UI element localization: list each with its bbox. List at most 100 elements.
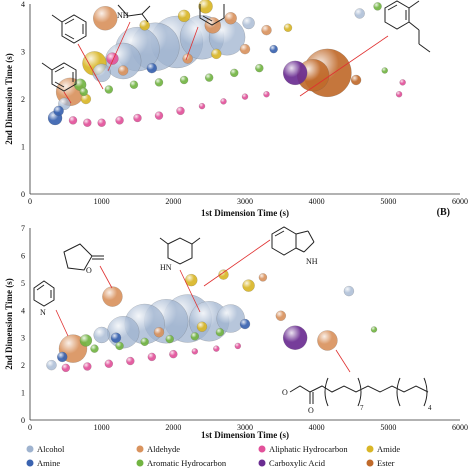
molecule-label-hn-uracil: HN — [160, 263, 172, 272]
panel-a-point — [395, 91, 403, 98]
panel-a-x-tick-label: 6000 — [452, 197, 468, 206]
panel-b-point — [102, 286, 123, 307]
panel-a-y-tick-label: 1 — [21, 143, 25, 152]
panel-a-x-tick-label: 1000 — [94, 197, 110, 206]
panel-b-point — [93, 326, 110, 344]
molecule-alkylbenzene-a — [384, 0, 431, 53]
panel-b-point — [106, 315, 140, 349]
panel-a-point — [230, 68, 239, 78]
molecule-lactam-a — [117, 4, 151, 23]
panel-b-x-tick-label: 3000 — [237, 423, 253, 432]
panel-a-point — [239, 43, 251, 55]
panel-a-point — [115, 116, 124, 125]
panel-b-point — [46, 359, 57, 371]
panel-b-point — [169, 349, 178, 359]
panel-a-point — [211, 48, 222, 60]
panel-a-point — [399, 79, 406, 86]
legend-label: Alcohol — [37, 444, 65, 454]
legend-item: Aliphatic Hydrocarbon — [258, 444, 348, 454]
panel-b-y-tick-label: 5 — [21, 279, 25, 288]
panel-a-x-tick-label: 0 — [28, 197, 32, 206]
panel-b-y-axis-label: 2nd Dimension Time (s) — [4, 278, 14, 369]
molecule-label-o-ester: O — [282, 388, 288, 397]
panel-a-point — [106, 52, 119, 65]
molecule-fatty-ester — [289, 377, 429, 407]
panel-a-point — [53, 105, 64, 117]
panel-a-point — [146, 62, 158, 74]
legend-item: Carboxylic Acid — [258, 458, 326, 468]
panel-a-point — [261, 24, 272, 36]
panel-b-point — [153, 326, 165, 338]
legend-label: Aldehyde — [147, 444, 180, 454]
molecule-label-nh-indole: NH — [306, 257, 318, 266]
legend-marker — [258, 459, 266, 467]
panel-a-point — [68, 116, 78, 125]
panel-a-point — [373, 2, 382, 11]
panel-a-point — [129, 80, 139, 89]
panel-b-point — [115, 341, 124, 351]
panel-b-point — [317, 330, 338, 351]
panel-a-point — [282, 60, 308, 86]
panel-b-x-tick-label: 1000 — [94, 423, 110, 432]
panel-b-point — [275, 310, 287, 322]
panel-b-point — [57, 351, 68, 363]
panel-b-point — [242, 279, 255, 292]
panel-b-point — [58, 334, 88, 363]
panel-a-point — [242, 16, 255, 30]
legend-marker — [366, 459, 374, 467]
panel-a-point — [92, 63, 111, 83]
molecule-butyrolactone — [63, 243, 104, 271]
ester-subscript-4: 4 — [428, 404, 432, 412]
legend-label: Ester — [377, 458, 395, 468]
panel-a-point — [117, 65, 129, 76]
panel-b-point — [191, 348, 199, 355]
panel-a-point — [350, 74, 362, 86]
legend-item: Alcohol — [26, 444, 65, 454]
panel-a-point — [263, 91, 270, 98]
panel-a-point — [79, 87, 88, 97]
panel-b-point — [79, 334, 93, 347]
panel-b-point — [216, 304, 245, 333]
panel-b-x-tick-label: 0 — [28, 423, 32, 432]
ester-subscript-7: 7 — [360, 404, 364, 412]
panel-b-point — [165, 334, 174, 344]
legend-marker — [26, 459, 34, 467]
molecule-toluene-a — [41, 62, 77, 92]
panel-a: 0 1000 2000 3000 4000 5000 6000 0 1 2 3 4 1st Dimen… — [4, 0, 468, 218]
panel-a-point — [220, 98, 227, 105]
panel-b-point — [61, 363, 71, 373]
panel-a-point — [176, 106, 185, 116]
panel-a-point — [154, 78, 164, 87]
legend-item: Aromatic Hydrocarbon — [136, 458, 227, 468]
panel-b-x-tick-label: 5000 — [380, 423, 396, 432]
panel-a-point — [182, 53, 193, 64]
panel-a-point — [269, 44, 278, 54]
panel-a-point — [104, 42, 142, 80]
panel-a-x-axis-label: 1st Dimension Time (s) — [201, 208, 289, 218]
panel-a-x-tick-label: 2000 — [165, 197, 181, 206]
panel-b-y-tick-label: 2 — [21, 361, 25, 370]
panel-b-y-tick-label: 0 — [21, 416, 25, 425]
molecule-label-n-pyridine: N — [40, 308, 46, 317]
panel-b-point — [239, 318, 251, 330]
panel-b-y-tick-label: 4 — [21, 306, 25, 315]
panel-b-point — [140, 337, 149, 347]
panel-a-point — [154, 111, 164, 120]
panel-a-point — [381, 67, 388, 74]
panel-b-point — [110, 332, 122, 343]
panel-a-point — [204, 73, 214, 82]
legend-marker — [258, 445, 266, 453]
legend-item: Ester — [366, 458, 395, 468]
panel-a-point — [354, 8, 365, 19]
panel-a-point — [177, 9, 191, 23]
panel-a-point — [133, 113, 142, 123]
panel-b-x-tick-label: 2000 — [165, 423, 181, 432]
molecule-label-o-carbonyl: O — [308, 406, 314, 415]
molecule-benzene-a — [199, 4, 225, 26]
panel-b-y-tick-label: 6 — [21, 251, 25, 260]
panel-a-ticks: 0 1000 2000 3000 4000 5000 6000 0 1 2 3 4 — [21, 0, 468, 206]
panel-a-point — [224, 12, 237, 25]
panel-b-point — [218, 269, 229, 280]
panel-a-point — [80, 93, 92, 105]
